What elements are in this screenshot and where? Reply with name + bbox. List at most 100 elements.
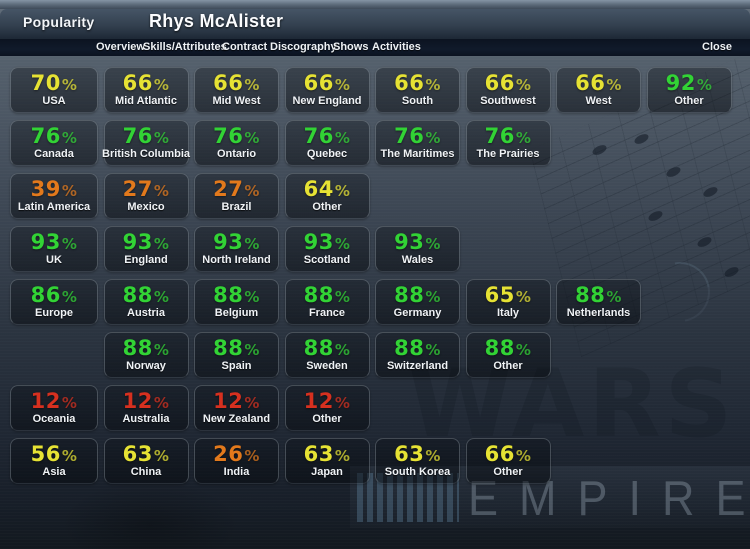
region-label: Canada <box>34 147 74 160</box>
popularity-row: 76% Canada 76% British Columbia 76% Onta… <box>10 120 732 166</box>
header-band <box>0 9 750 39</box>
popularity-number: 66% <box>484 441 532 466</box>
tab-skills-attributes[interactable]: Skills/Attributes <box>143 41 227 53</box>
popularity-number: 65% <box>484 282 532 307</box>
percent-sign: % <box>515 128 532 147</box>
percent-sign: % <box>244 75 260 94</box>
percent-sign: % <box>244 393 260 412</box>
percent-sign: % <box>334 287 351 306</box>
popularity-value: 56 <box>30 441 61 466</box>
popularity-cell: 93% UK <box>10 226 98 272</box>
popularity-number: 93% <box>213 231 260 254</box>
percent-sign: % <box>334 181 351 200</box>
tab-activities[interactable]: Activities <box>372 41 421 53</box>
region-label: Mexico <box>127 200 165 213</box>
popularity-value: 63 <box>303 441 334 466</box>
popularity-value: 66 <box>213 70 244 95</box>
popularity-value: 88 <box>122 335 153 360</box>
popularity-number: 63% <box>303 441 351 466</box>
percent-sign: % <box>515 446 532 465</box>
popularity-value: 93 <box>394 229 425 254</box>
popularity-number: 76% <box>123 125 170 148</box>
percent-sign: % <box>61 287 78 306</box>
popularity-cell: 63% Japan <box>284 438 370 484</box>
tab-shows[interactable]: Shows <box>333 41 369 53</box>
popularity-number: 88% <box>394 337 441 360</box>
popularity-value: 63 <box>394 441 425 466</box>
popularity-row: 56% Asia 63% China 26% India 63% Japan 6… <box>10 438 732 484</box>
popularity-cell: 12% Oceania <box>10 385 98 431</box>
percent-sign: % <box>244 340 260 359</box>
percent-sign: % <box>334 393 351 412</box>
popularity-cell: 12% Australia <box>103 385 189 431</box>
popularity-cell: 76% The Prairies <box>465 120 551 166</box>
percent-sign: % <box>153 128 170 147</box>
region-label: Other <box>312 412 342 425</box>
popularity-cell: 93% North Ireland <box>194 226 279 272</box>
popularity-cell: 93% Wales <box>375 226 460 272</box>
popularity-cell: 93% Scotland <box>284 226 370 272</box>
popularity-value: 65 <box>484 282 515 307</box>
tab-discography[interactable]: Discography <box>270 41 337 53</box>
popularity-number: 93% <box>123 231 170 254</box>
popularity-cell: 86% Europe <box>10 279 98 325</box>
region-label: South <box>401 94 434 107</box>
popularity-cell: 88% Netherlands <box>556 279 641 325</box>
popularity-cell: 93% England <box>103 226 189 272</box>
tab-overview[interactable]: Overview <box>96 41 145 53</box>
percent-sign: % <box>153 287 170 306</box>
region-label: Other <box>312 200 342 213</box>
region-label: Oceania <box>32 412 76 425</box>
popularity-number: 88% <box>122 282 170 307</box>
region-label: Asia <box>42 465 66 478</box>
popularity-cell: 88% Switzerland <box>375 332 460 378</box>
popularity-number: 70% <box>31 72 78 95</box>
popularity-value: 93 <box>30 229 61 254</box>
popularity-number: 63% <box>123 443 170 466</box>
tab-contract[interactable]: Contract <box>222 41 268 53</box>
popularity-number: 56% <box>30 441 78 466</box>
percent-sign: % <box>153 393 170 412</box>
popularity-number: 76% <box>213 125 260 148</box>
percent-sign: % <box>244 128 260 147</box>
percent-sign: % <box>425 446 441 465</box>
close-button[interactable]: Close <box>702 41 732 53</box>
region-label: Mid Atlantic <box>115 94 177 107</box>
popularity-cell: 66% Other <box>465 438 551 484</box>
popularity-cell: 88% Germany <box>375 279 460 325</box>
popularity-row: 39% Latin America 27% Mexico 27% Brazil … <box>10 173 732 219</box>
region-label: Australia <box>122 412 170 425</box>
popularity-number: 88% <box>213 284 260 307</box>
popularity-value: 86 <box>30 282 61 307</box>
percent-sign: % <box>61 393 78 412</box>
popularity-value: 88 <box>122 282 153 307</box>
percent-sign: % <box>606 287 622 306</box>
popularity-value: 64 <box>303 176 334 201</box>
popularity-number: 66% <box>304 72 351 95</box>
popularity-cell: 88% Other <box>465 332 551 378</box>
popularity-value: 76 <box>484 123 515 148</box>
popularity-value: 66 <box>484 441 515 466</box>
region-label: Other <box>493 465 523 478</box>
popularity-row: 93% UK 93% England 93% North Ireland 93%… <box>10 226 732 272</box>
percent-sign: % <box>334 75 351 94</box>
region-label: Ontario <box>216 147 257 160</box>
percent-sign: % <box>153 181 170 200</box>
region-label: Belgium <box>214 306 259 319</box>
percent-sign: % <box>515 340 532 359</box>
popularity-number: 93% <box>303 229 351 254</box>
panel-title: Popularity <box>23 14 95 30</box>
percent-sign: % <box>153 234 170 253</box>
popularity-cell: 66% West <box>556 67 641 113</box>
region-label: Italy <box>496 306 519 319</box>
popularity-value: 26 <box>213 441 244 466</box>
corner-shadow <box>60 480 240 549</box>
percent-sign: % <box>244 287 260 306</box>
popularity-value: 93 <box>303 229 334 254</box>
percent-sign: % <box>61 181 78 200</box>
popularity-cell: 64% Other <box>284 173 370 219</box>
region-label: Netherlands <box>566 306 631 319</box>
popularity-cell: 39% Latin America <box>10 173 98 219</box>
popularity-number: 12% <box>123 390 170 413</box>
popularity-number: 76% <box>484 123 532 148</box>
